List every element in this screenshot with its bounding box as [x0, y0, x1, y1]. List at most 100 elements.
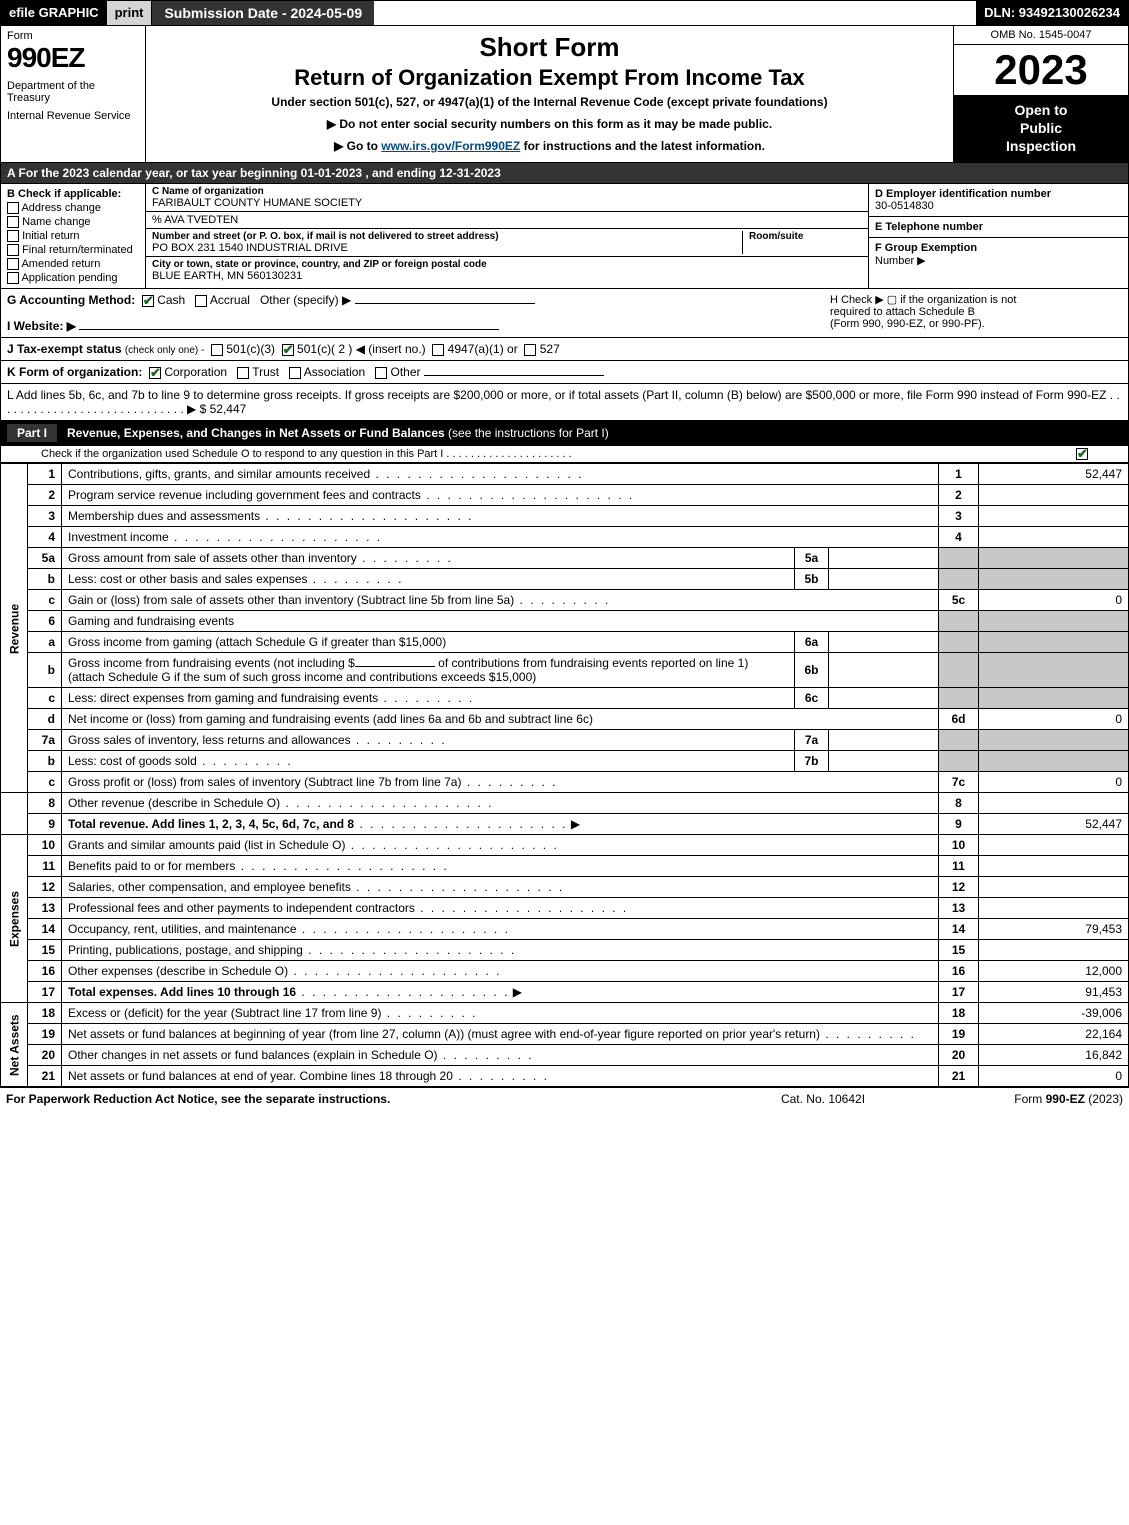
j-row: J Tax-exempt status (check only one) - 5… [0, 338, 1129, 361]
footer-cat: Cat. No. 10642I [723, 1092, 923, 1106]
l6b-blank[interactable] [355, 666, 435, 667]
efile-label: efile GRAPHIC [1, 1, 107, 25]
dept-treasury: Department of the Treasury [7, 80, 139, 104]
col-def: D Employer identification number 30-0514… [868, 184, 1128, 289]
c-name-label: C Name of organization [152, 186, 862, 197]
open-line3: Inspection [958, 137, 1124, 155]
k-other-line[interactable] [424, 375, 604, 376]
line-a: A For the 2023 calendar year, or tax yea… [0, 163, 1129, 184]
org-name: FARIBAULT COUNTY HUMANE SOCIETY [152, 197, 862, 209]
street-address: PO BOX 231 1540 INDUSTRIAL DRIVE [152, 242, 742, 254]
instr-goto: ▶ Go to www.irs.gov/Form990EZ for instru… [156, 139, 943, 153]
footer: For Paperwork Reduction Act Notice, see … [0, 1087, 1129, 1110]
l1-code: 1 [939, 464, 979, 485]
k-label: K Form of organization: [7, 365, 142, 379]
street-label: Number and street (or P. O. box, if mail… [152, 231, 742, 242]
col-c: C Name of organization FARIBAULT COUNTY … [146, 184, 868, 289]
f-group-label: F Group Exemption [875, 242, 977, 254]
part-i-table: Revenue 1 Contributions, gifts, grants, … [0, 463, 1129, 1087]
j-4947-check[interactable] [432, 344, 444, 356]
d-ein-label: D Employer identification number [875, 188, 1122, 200]
k-assoc-check[interactable] [289, 367, 301, 379]
l1-num: 1 [28, 464, 62, 485]
l1-desc: Contributions, gifts, grants, and simila… [68, 467, 584, 481]
omb-number: OMB No. 1545-0047 [954, 26, 1128, 45]
j-527-check[interactable] [524, 344, 536, 356]
instr-post: for instructions and the latest informat… [520, 139, 765, 153]
b-name-change[interactable]: Name change [7, 216, 139, 228]
b-application-pending[interactable]: Application pending [7, 272, 139, 284]
revenue-sidelabel: Revenue [1, 464, 28, 793]
h-line3: (Form 990, 990-EZ, or 990-PF). [830, 318, 1122, 330]
h-line2: required to attach Schedule B [830, 306, 1122, 318]
open-line2: Public [958, 119, 1124, 137]
header-right: OMB No. 1545-0047 2023 Open to Public In… [953, 26, 1128, 162]
g-accrual-check[interactable] [195, 295, 207, 307]
k-other-check[interactable] [375, 367, 387, 379]
f-number-label: Number ▶ [875, 255, 926, 267]
part-i-title: Revenue, Expenses, and Changes in Net As… [67, 426, 445, 440]
city-state-zip: BLUE EARTH, MN 560130231 [152, 270, 862, 282]
part-i-sub: Check if the organization used Schedule … [0, 446, 1129, 463]
part-i-tag: Part I [7, 424, 57, 442]
g-accounting: G Accounting Method: Cash Accrual Other … [7, 293, 822, 333]
g-cash-check[interactable] [142, 295, 154, 307]
k-corp-check[interactable] [149, 367, 161, 379]
tax-year: 2023 [954, 45, 1128, 95]
e-phone-label: E Telephone number [875, 221, 1122, 233]
form-number: 990EZ [7, 42, 139, 74]
b-initial-return[interactable]: Initial return [7, 230, 139, 242]
print-button[interactable]: print [107, 1, 153, 25]
open-inspection-box: Open to Public Inspection [954, 95, 1128, 162]
g-other-line[interactable] [355, 303, 535, 304]
bcdef-row: B Check if applicable: Address change Na… [0, 184, 1129, 290]
header-mid: Short Form Return of Organization Exempt… [146, 26, 953, 162]
part-i-sched-o-check[interactable] [1076, 448, 1088, 460]
title-short-form: Short Form [156, 32, 943, 63]
part-i-header: Part I Revenue, Expenses, and Changes in… [0, 421, 1129, 446]
top-bar: efile GRAPHIC print Submission Date - 20… [0, 0, 1129, 26]
col-b: B Check if applicable: Address change Na… [1, 184, 146, 289]
b-final-return[interactable]: Final return/terminated [7, 244, 139, 256]
ein-value: 30-0514830 [875, 200, 1122, 212]
city-label: City or town, state or province, country… [152, 259, 862, 270]
submission-date: Submission Date - 2024-05-09 [152, 1, 374, 25]
l-row: L Add lines 5b, 6c, and 7b to line 9 to … [0, 384, 1129, 421]
subtitle: Under section 501(c), 527, or 4947(a)(1)… [156, 95, 943, 109]
b-amended-return[interactable]: Amended return [7, 258, 139, 270]
form-header: Form 990EZ Department of the Treasury In… [0, 26, 1129, 163]
l-value: 52,447 [210, 402, 247, 416]
h-box: H Check ▶ ▢ if the organization is not r… [822, 293, 1122, 333]
j-label: J Tax-exempt status [7, 342, 122, 356]
j-sub: (check only one) - [125, 345, 204, 356]
care-of: % AVA TVEDTEN [146, 212, 868, 229]
header-left: Form 990EZ Department of the Treasury In… [1, 26, 146, 162]
j-501c3-check[interactable] [211, 344, 223, 356]
k-trust-check[interactable] [237, 367, 249, 379]
website-line[interactable] [79, 329, 499, 330]
irs-link[interactable]: www.irs.gov/Form990EZ [381, 139, 520, 153]
netassets-sidelabel: Net Assets [1, 1003, 28, 1087]
b-header: B Check if applicable: [7, 188, 139, 200]
j-501c-check[interactable] [282, 344, 294, 356]
form-word: Form [7, 30, 139, 42]
open-line1: Open to [958, 101, 1124, 119]
g-h-row: G Accounting Method: Cash Accrual Other … [0, 289, 1129, 338]
dept-irs: Internal Revenue Service [7, 110, 139, 122]
instr-no-ssn: ▶ Do not enter social security numbers o… [156, 117, 943, 131]
l-text: L Add lines 5b, 6c, and 7b to line 9 to … [7, 388, 1120, 416]
footer-left: For Paperwork Reduction Act Notice, see … [6, 1092, 723, 1106]
room-label: Room/suite [749, 231, 862, 242]
part-i-suffix: (see the instructions for Part I) [448, 426, 609, 440]
h-line1: H Check ▶ ▢ if the organization is not [830, 293, 1122, 306]
b-address-change[interactable]: Address change [7, 202, 139, 214]
footer-right: Form 990-EZ (2023) [923, 1092, 1123, 1106]
l1-amount: 52,447 [979, 464, 1129, 485]
dln-label: DLN: 93492130026234 [976, 1, 1128, 25]
expenses-sidelabel: Expenses [1, 835, 28, 1003]
title-return: Return of Organization Exempt From Incom… [156, 65, 943, 91]
k-row: K Form of organization: Corporation Trus… [0, 361, 1129, 384]
i-label: I Website: ▶ [7, 319, 76, 333]
spacer [374, 1, 976, 25]
instr-pre: ▶ Go to [334, 139, 381, 153]
